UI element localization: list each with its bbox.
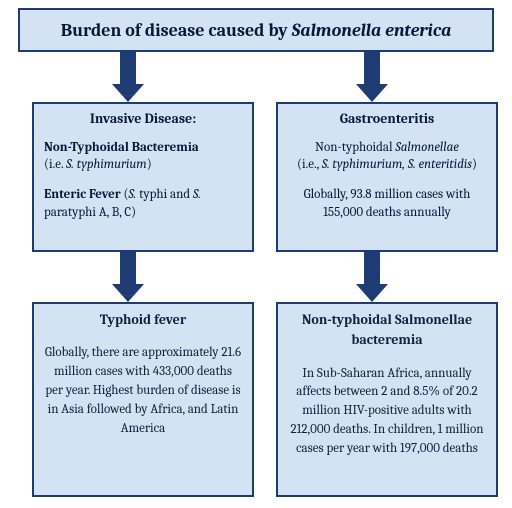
title-text: Burden of disease caused by Salmonella e… <box>61 20 452 41</box>
title-box: Burden of disease caused by Salmonella e… <box>18 8 494 52</box>
nts-body: In Sub-Saharan Africa, annually affects … <box>288 365 486 459</box>
invasive-box: Invasive Disease: Non-Typhoidal Bacterem… <box>32 102 254 252</box>
gastro-box: Gastroenteritis Non-typhoidal Salmonella… <box>276 102 498 252</box>
gastro-stats: Globally, 93.8 million cases with 155,00… <box>288 186 486 221</box>
nts-header: Non-typhoidal Salmonellae bacteremia <box>288 310 486 351</box>
typhoid-body: Globally, there are approximately 21.6 m… <box>44 344 242 438</box>
typhoid-header: Typhoid fever <box>44 310 242 330</box>
diagram-canvas: Burden of disease caused by Salmonella e… <box>0 0 512 508</box>
gastro-line2: (i.e., S. typhimurium, S. enteritidis) <box>288 156 486 174</box>
typhoid-box: Typhoid fever Globally, there are approx… <box>32 302 254 497</box>
ef-label: Enteric Fever <box>44 187 121 202</box>
invasive-header: Invasive Disease: <box>44 110 242 129</box>
gastro-header: Gastroenteritis <box>288 110 486 129</box>
title-italic: Salmonella enterica <box>292 20 452 41</box>
ntb-paren: (i.e. S. typhimurium) <box>44 157 152 172</box>
title-plain: Burden of disease caused by <box>61 20 292 41</box>
ntb-label: Non-Typhoidal Bacteremia <box>44 140 199 155</box>
nts-box: Non-typhoidal Salmonellae bacteremia In … <box>276 302 498 497</box>
gastro-line1: Non-typhoidal Salmonellae <box>288 139 486 157</box>
